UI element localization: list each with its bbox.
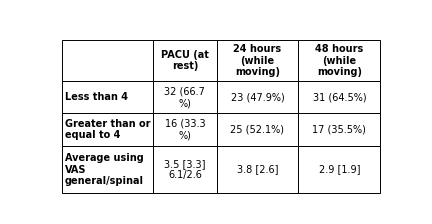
Bar [153, 40, 216, 81]
Bar [216, 81, 299, 114]
Bar [216, 146, 299, 193]
Text: 48 hours
(while
moving): 48 hours (while moving) [315, 44, 363, 77]
Text: 2.9 [1.9]: 2.9 [1.9] [319, 165, 360, 174]
Bar [62, 40, 153, 81]
Text: 3.5 [3.3]
6.1/2.6: 3.5 [3.3] 6.1/2.6 [164, 159, 206, 180]
Bar [216, 40, 299, 81]
Text: 32 (66.7
%): 32 (66.7 %) [165, 87, 205, 108]
Bar [153, 146, 216, 193]
Bar [62, 114, 153, 146]
Text: 23 (47.9%): 23 (47.9%) [231, 92, 284, 102]
Bar [153, 114, 216, 146]
Bar [299, 81, 381, 114]
Bar [153, 81, 216, 114]
Bar [216, 114, 299, 146]
Bar [299, 114, 381, 146]
Bar [62, 81, 153, 114]
Text: Average using
VAS
general/spinal: Average using VAS general/spinal [65, 153, 144, 186]
Bar [62, 146, 153, 193]
Text: Less than 4: Less than 4 [65, 92, 128, 102]
Text: 17 (35.5%): 17 (35.5%) [312, 125, 366, 135]
Bar [299, 40, 381, 81]
Text: PACU (at
rest): PACU (at rest) [161, 50, 209, 71]
Text: 16 (33.3
%): 16 (33.3 %) [165, 119, 205, 140]
Text: 3.8 [2.6]: 3.8 [2.6] [237, 165, 278, 174]
Text: Greater than or
equal to 4: Greater than or equal to 4 [65, 119, 150, 140]
Bar [299, 146, 381, 193]
Text: 24 hours
(while
moving): 24 hours (while moving) [233, 44, 282, 77]
Text: 31 (64.5%): 31 (64.5%) [313, 92, 366, 102]
Text: 25 (52.1%): 25 (52.1%) [231, 125, 285, 135]
